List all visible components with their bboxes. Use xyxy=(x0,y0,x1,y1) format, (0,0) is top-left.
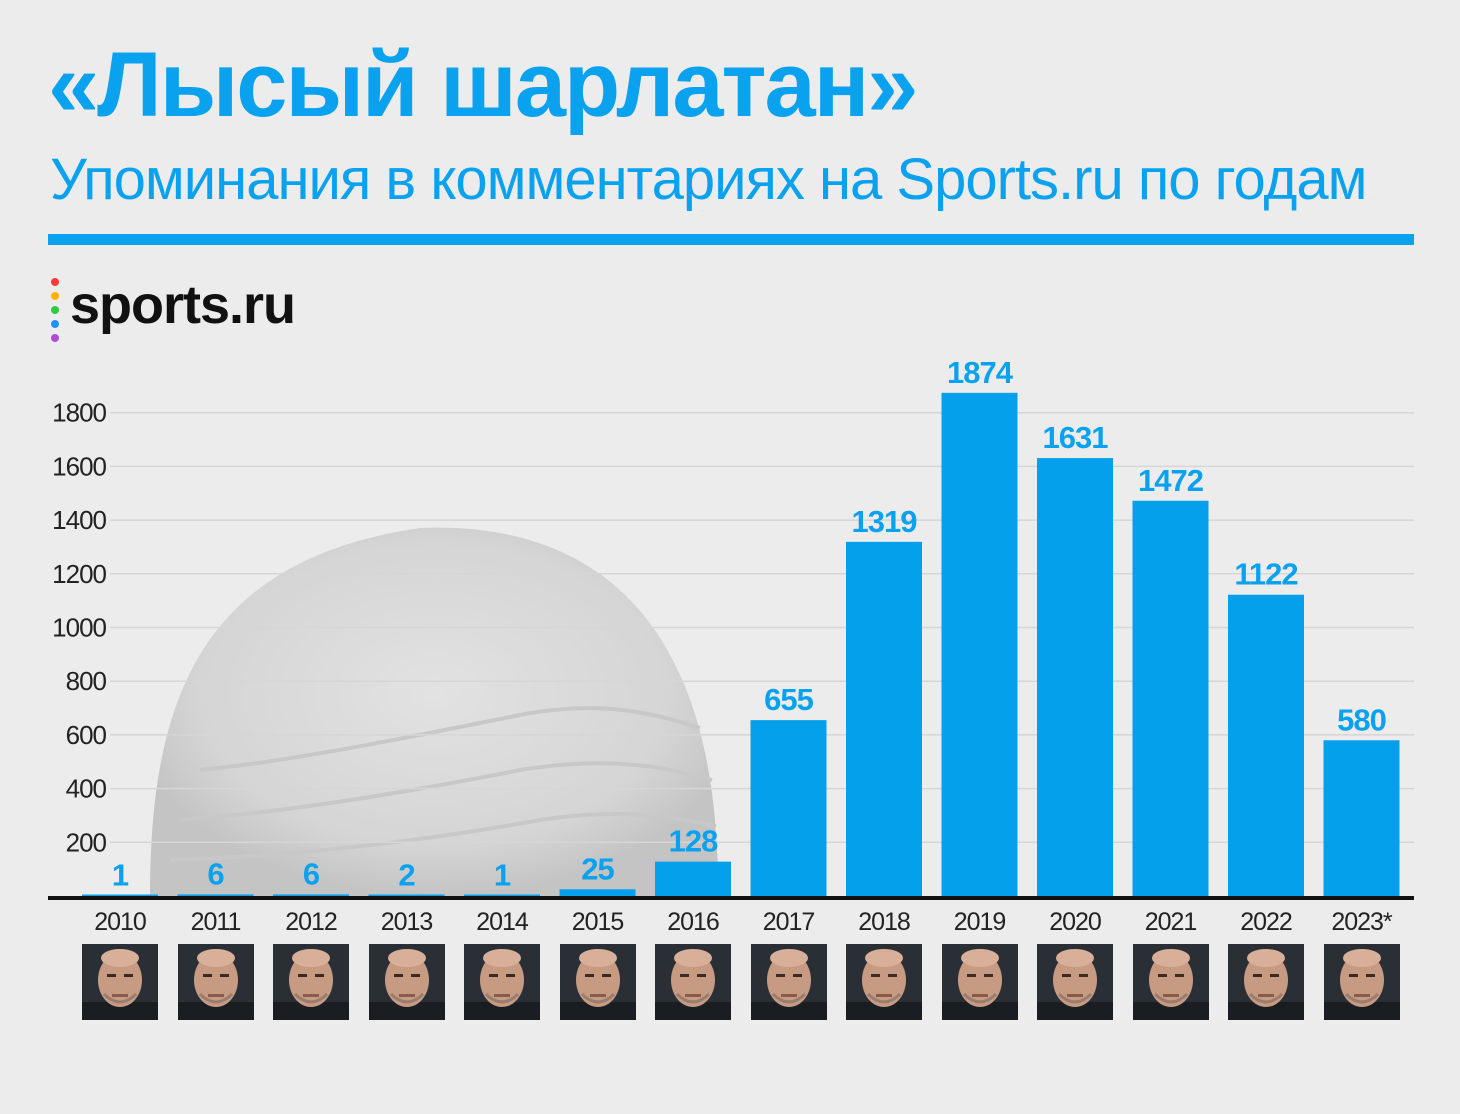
bar xyxy=(1132,500,1209,896)
x-axis-ticks: 2010 2011 2012 2013 2014 2015 2016 2017 2018 2019… xyxy=(94,908,1394,936)
bar xyxy=(1037,458,1113,896)
bar-value-label: 6 xyxy=(303,856,320,891)
x-tick-label: 2010 xyxy=(94,908,146,936)
bar xyxy=(750,720,827,896)
x-tick-label: 2023* xyxy=(1331,908,1393,936)
y-tick-label: 1800 xyxy=(52,398,106,428)
bar-value-label: 6 xyxy=(207,856,224,891)
data-labels: 1 6 6 2 1 25 128 655 1319 1874 1631 1472 1122 580 xyxy=(112,355,1387,893)
coach-portrait-icon xyxy=(1037,944,1113,1020)
bar-value-label: 1874 xyxy=(947,355,1014,390)
coach-portrait-icon xyxy=(368,944,445,1020)
bar-value-label: 128 xyxy=(669,824,718,859)
coach-portrait-icon xyxy=(273,944,349,1020)
bar-value-label: 655 xyxy=(764,682,813,717)
logo-dots-icon xyxy=(50,278,62,342)
x-tick-label: 2017 xyxy=(763,908,815,936)
coach-portrait-icon xyxy=(82,944,158,1020)
x-tick-label: 2021 xyxy=(1145,908,1197,936)
bar xyxy=(941,392,1018,896)
x-tick-label: 2019 xyxy=(954,908,1006,936)
bar xyxy=(846,541,922,896)
bar-value-label: 2 xyxy=(398,857,414,892)
y-tick-label: 800 xyxy=(66,666,107,696)
chart-title: «Лысый шарлатан» xyxy=(48,34,918,136)
chart-subtitle: Упоминания в комментариях на Sports.ru п… xyxy=(50,147,1367,212)
x-tick-label: 2020 xyxy=(1049,908,1101,936)
logo-dot xyxy=(51,278,59,286)
coach-portrait-icon xyxy=(750,944,827,1020)
x-tick-label: 2015 xyxy=(572,908,624,936)
coach-portrait-icon xyxy=(846,944,922,1020)
bar-value-label: 580 xyxy=(1337,702,1386,737)
y-tick-label: 200 xyxy=(66,827,107,857)
sports-ru-logo: sports.ru xyxy=(50,272,350,342)
bar-value-label: 25 xyxy=(581,851,614,886)
x-tick-label: 2016 xyxy=(667,908,719,936)
coach-portrait-icon xyxy=(1132,944,1209,1020)
y-tick-label: 600 xyxy=(66,720,107,750)
bar xyxy=(82,894,158,896)
bar xyxy=(559,889,636,896)
coach-portrait-icon xyxy=(941,944,1018,1020)
y-tick-label: 1200 xyxy=(52,559,106,589)
logo-dot xyxy=(51,334,59,342)
bar-value-label: 1 xyxy=(494,858,511,893)
coach-portrait-icon xyxy=(177,944,254,1020)
x-tick-label: 2013 xyxy=(381,908,433,936)
x-tick-label: 2022 xyxy=(1240,908,1292,936)
x-tick-label: 2012 xyxy=(285,908,337,936)
title-divider xyxy=(48,234,1414,245)
bar xyxy=(1228,594,1304,896)
coach-portrait-icon xyxy=(655,944,731,1020)
coach-portrait-icon xyxy=(1323,944,1400,1020)
bar xyxy=(177,894,254,896)
y-tick-label: 400 xyxy=(66,774,107,804)
bar xyxy=(1323,740,1400,896)
logo-dot xyxy=(51,306,59,314)
logo-dot xyxy=(51,320,59,328)
bar-value-label: 1 xyxy=(112,858,129,893)
coach-portrait-icon xyxy=(1228,944,1304,1020)
bar-value-label: 1472 xyxy=(1138,463,1203,498)
logo-text: sports.ru xyxy=(70,275,296,335)
bald-head-silhouette xyxy=(150,527,720,896)
bars xyxy=(82,392,1400,896)
bar xyxy=(273,894,349,896)
bar xyxy=(655,861,731,896)
y-tick-label: 1600 xyxy=(52,451,106,481)
y-tick-label: 1400 xyxy=(52,505,106,535)
coach-portrait-icon xyxy=(464,944,540,1020)
bar-value-label: 1122 xyxy=(1234,557,1297,592)
bar-value-label: 1319 xyxy=(852,504,918,539)
y-tick-label: 1000 xyxy=(52,613,106,643)
x-tick-label: 2014 xyxy=(476,908,529,936)
logo-dot xyxy=(51,292,59,300)
x-tick-label: 2018 xyxy=(858,908,910,936)
bar xyxy=(368,894,445,896)
bar-value-label: 1631 xyxy=(1043,420,1109,455)
y-axis-ticks: 200 400 600 800 1000 1200 1400 1600 1800 xyxy=(52,398,107,858)
coach-portrait-icon xyxy=(559,944,636,1020)
x-tick-label: 2011 xyxy=(191,908,241,936)
bar xyxy=(464,894,540,896)
